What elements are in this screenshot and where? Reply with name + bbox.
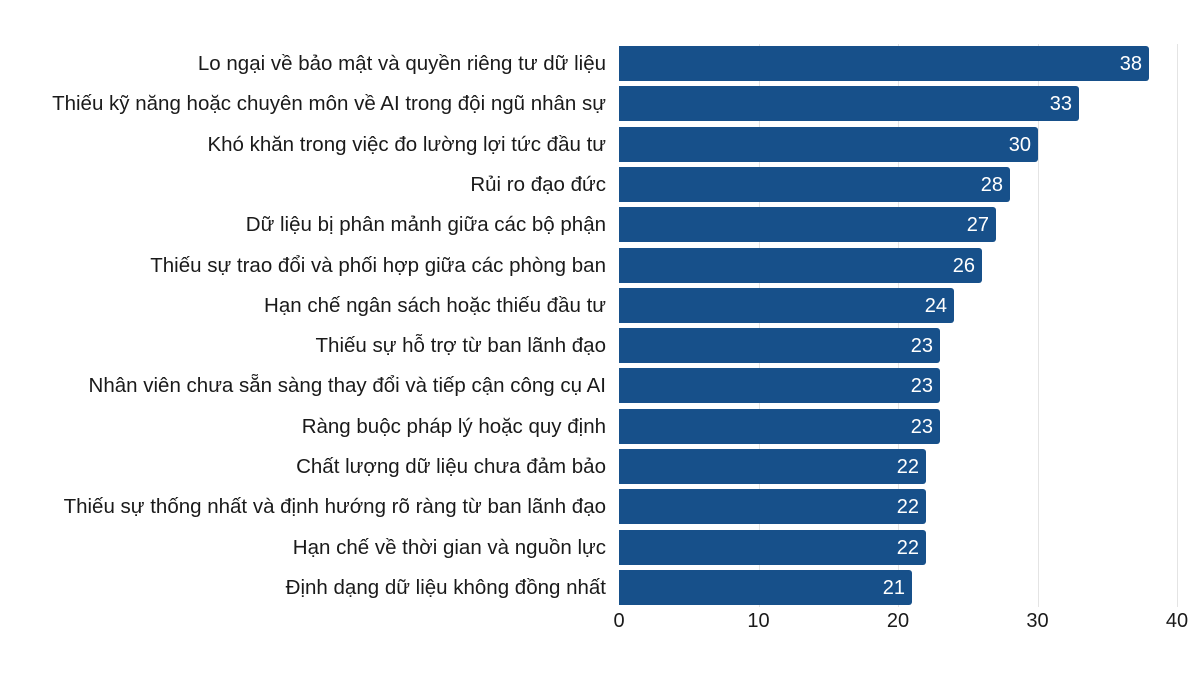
bar-value-label: 27 xyxy=(966,214,989,236)
bar-value-label: 33 xyxy=(1049,93,1072,115)
bar-row: Dữ liệu bị phân mảnh giữa các bộ phận 27 xyxy=(0,207,1200,242)
bar: 30 xyxy=(619,127,1038,162)
bar-row: Thiếu sự thống nhất và định hướng rõ ràn… xyxy=(0,489,1200,524)
bar-value-label: 22 xyxy=(896,537,919,559)
category-label: Chất lượng dữ liệu chưa đảm bảo xyxy=(296,455,606,478)
category-label: Ràng buộc pháp lý hoặc quy định xyxy=(301,415,606,438)
bar-value-label: 23 xyxy=(910,416,933,438)
bar-row: Rủi ro đạo đức 28 xyxy=(0,167,1200,202)
gridline xyxy=(1177,44,1178,607)
bar-row: Hạn chế ngân sách hoặc thiếu đầu tư 24 xyxy=(0,288,1200,323)
bar-row: Hạn chế về thời gian và nguồn lực 22 xyxy=(0,530,1200,565)
bar: 23 xyxy=(619,328,940,363)
bar: 38 xyxy=(619,46,1149,81)
bar-value-label: 28 xyxy=(980,174,1003,196)
bar-value-label: 23 xyxy=(910,375,933,397)
category-label: Thiếu kỹ năng hoặc chuyên môn về AI tron… xyxy=(52,92,606,115)
category-label: Dữ liệu bị phân mảnh giữa các bộ phận xyxy=(245,213,606,236)
bar-row: Định dạng dữ liệu không đồng nhất 21 xyxy=(0,570,1200,605)
category-label: Thiếu sự thống nhất và định hướng rõ ràn… xyxy=(63,495,606,518)
bar-row: Lo ngại về bảo mật và quyền riêng tư dữ … xyxy=(0,46,1200,81)
gridline xyxy=(898,44,899,607)
x-tick-label: 40 xyxy=(1165,610,1189,632)
bar: 22 xyxy=(619,489,926,524)
category-label: Lo ngại về bảo mật và quyền riêng tư dữ … xyxy=(197,52,606,75)
bar-value-label: 21 xyxy=(882,577,905,599)
category-label: Khó khăn trong việc đo lường lợi tức đầu… xyxy=(207,133,606,156)
bar: 27 xyxy=(619,207,996,242)
bar: 24 xyxy=(619,288,954,323)
bar-value-label: 26 xyxy=(952,255,975,277)
category-label: Hạn chế về thời gian và nguồn lực xyxy=(292,536,606,559)
category-label: Định dạng dữ liệu không đồng nhất xyxy=(285,576,606,599)
bar: 26 xyxy=(619,248,982,283)
bar-value-label: 22 xyxy=(896,456,919,478)
bar-row: Ràng buộc pháp lý hoặc quy định 23 xyxy=(0,409,1200,444)
x-tick-label: 20 xyxy=(886,610,910,632)
category-label: Hạn chế ngân sách hoặc thiếu đầu tư xyxy=(264,294,606,317)
bar: 28 xyxy=(619,167,1010,202)
x-tick-label: 10 xyxy=(747,610,770,632)
bar: 33 xyxy=(619,86,1079,121)
bar-value-label: 24 xyxy=(924,295,947,317)
gridline xyxy=(1038,44,1039,607)
bar-value-label: 38 xyxy=(1119,53,1142,75)
bar-row: Khó khăn trong việc đo lường lợi tức đầu… xyxy=(0,127,1200,162)
x-tick-label: 30 xyxy=(1026,610,1049,632)
bar-row: Thiếu sự hỗ trợ từ ban lãnh đạo 23 xyxy=(0,328,1200,363)
category-label: Thiếu sự trao đổi và phối hợp giữa các p… xyxy=(150,254,606,277)
category-label: Rủi ro đạo đức xyxy=(470,173,606,196)
bar-row: Thiếu kỹ năng hoặc chuyên môn về AI tron… xyxy=(0,86,1200,121)
category-label: Thiếu sự hỗ trợ từ ban lãnh đạo xyxy=(315,334,606,357)
bar: 22 xyxy=(619,530,926,565)
bar-row: Nhân viên chưa sẵn sàng thay đổi và tiếp… xyxy=(0,368,1200,403)
bar-row: Chất lượng dữ liệu chưa đảm bảo 22 xyxy=(0,449,1200,484)
bar: 23 xyxy=(619,368,940,403)
bar: 22 xyxy=(619,449,926,484)
bar: 21 xyxy=(619,570,912,605)
gridline xyxy=(759,44,760,607)
x-tick-label: 0 xyxy=(613,610,625,632)
category-label: Nhân viên chưa sẵn sàng thay đổi và tiếp… xyxy=(88,374,606,397)
bar-value-label: 22 xyxy=(896,496,919,518)
bar: 23 xyxy=(619,409,940,444)
bar-value-label: 23 xyxy=(910,335,933,357)
bar-value-label: 30 xyxy=(1008,134,1031,156)
bar-row: Thiếu sự trao đổi và phối hợp giữa các p… xyxy=(0,248,1200,283)
